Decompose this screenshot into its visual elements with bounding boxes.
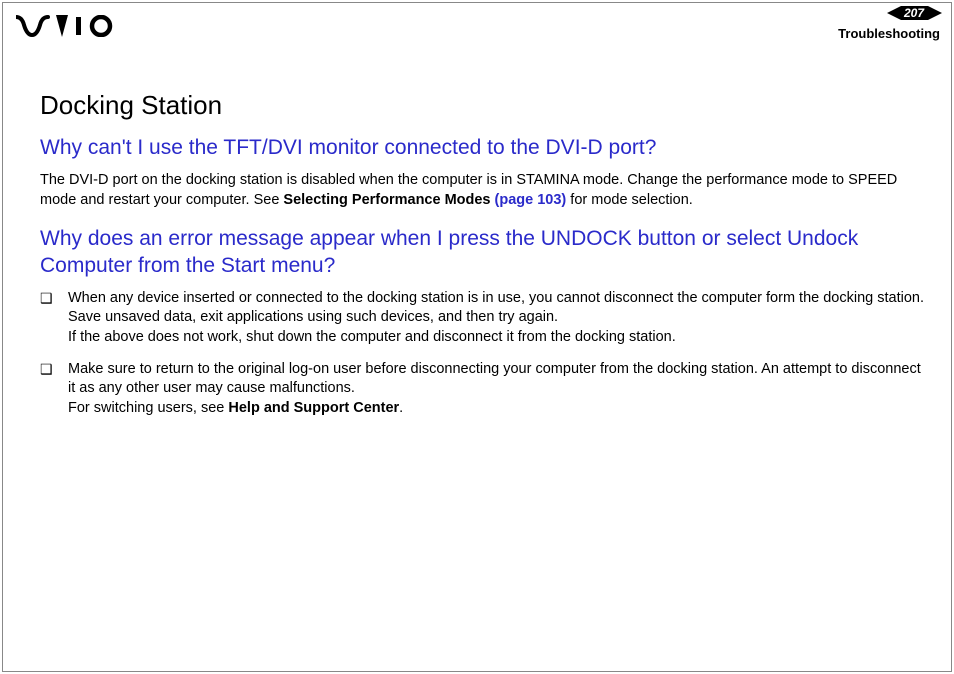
vaio-logo (16, 15, 126, 42)
list-item: When any device inserted or connected to… (40, 289, 930, 348)
page-number: 207 (901, 6, 928, 20)
list-item: Make sure to return to the original log-… (40, 360, 930, 419)
page-title: Docking Station (40, 90, 930, 121)
bullet2-line2a: For switching users, see (68, 400, 228, 416)
page-nav: 207 (887, 6, 942, 20)
q1-page-link[interactable]: (page 103) (495, 192, 567, 208)
page-content: Docking Station Why can't I use the TFT/… (40, 90, 930, 430)
question-1-heading: Why can't I use the TFT/DVI monitor conn… (40, 135, 930, 161)
q1-bold-ref: Selecting Performance Modes (283, 192, 494, 208)
bullet1-line1: When any device inserted or connected to… (68, 290, 924, 326)
section-label: Troubleshooting (838, 26, 940, 41)
question-1-body: The DVI-D port on the docking station is… (40, 171, 930, 210)
page-header: 207 Troubleshooting (0, 0, 954, 48)
bullet2-line2b: . (399, 400, 403, 416)
bullet1-line2: If the above does not work, shut down th… (68, 329, 676, 345)
next-page-arrow[interactable] (928, 6, 942, 20)
question-2-list: When any device inserted or connected to… (40, 289, 930, 418)
bullet2-bold: Help and Support Center (228, 400, 399, 416)
prev-page-arrow[interactable] (887, 6, 901, 20)
q1-text-b: for mode selection. (566, 192, 693, 208)
question-2-heading: Why does an error message appear when I … (40, 226, 930, 279)
bullet2-line1: Make sure to return to the original log-… (68, 361, 921, 397)
